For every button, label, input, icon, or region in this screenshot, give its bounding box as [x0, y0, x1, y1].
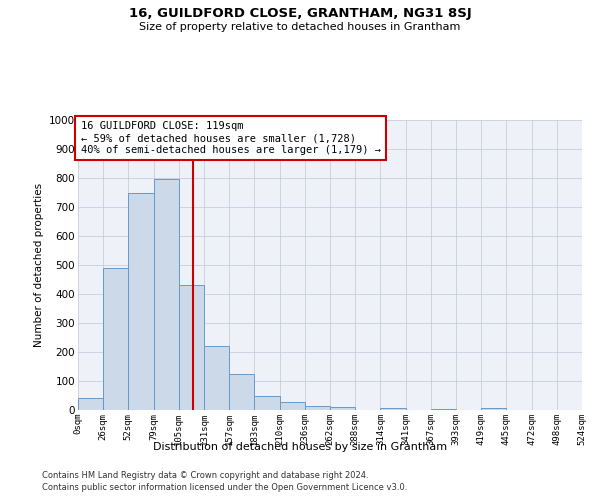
Bar — [330, 407, 355, 410]
Y-axis label: Number of detached properties: Number of detached properties — [34, 183, 44, 347]
Bar — [481, 408, 506, 410]
Bar — [229, 374, 254, 410]
Bar — [204, 346, 229, 410]
Bar — [305, 406, 330, 410]
Bar — [179, 286, 204, 410]
Text: Size of property relative to detached houses in Grantham: Size of property relative to detached ho… — [139, 22, 461, 32]
Bar — [380, 408, 406, 410]
Bar — [280, 402, 305, 410]
Text: Contains HM Land Registry data © Crown copyright and database right 2024.: Contains HM Land Registry data © Crown c… — [42, 471, 368, 480]
Bar — [254, 396, 280, 410]
Text: Contains public sector information licensed under the Open Government Licence v3: Contains public sector information licen… — [42, 484, 407, 492]
Bar — [431, 408, 456, 410]
Bar — [128, 192, 154, 410]
Text: 16 GUILDFORD CLOSE: 119sqm
← 59% of detached houses are smaller (1,728)
40% of s: 16 GUILDFORD CLOSE: 119sqm ← 59% of deta… — [80, 122, 380, 154]
Bar — [78, 398, 103, 410]
Bar — [154, 180, 179, 410]
Bar — [103, 268, 128, 410]
Text: 16, GUILDFORD CLOSE, GRANTHAM, NG31 8SJ: 16, GUILDFORD CLOSE, GRANTHAM, NG31 8SJ — [128, 8, 472, 20]
Text: Distribution of detached houses by size in Grantham: Distribution of detached houses by size … — [153, 442, 447, 452]
